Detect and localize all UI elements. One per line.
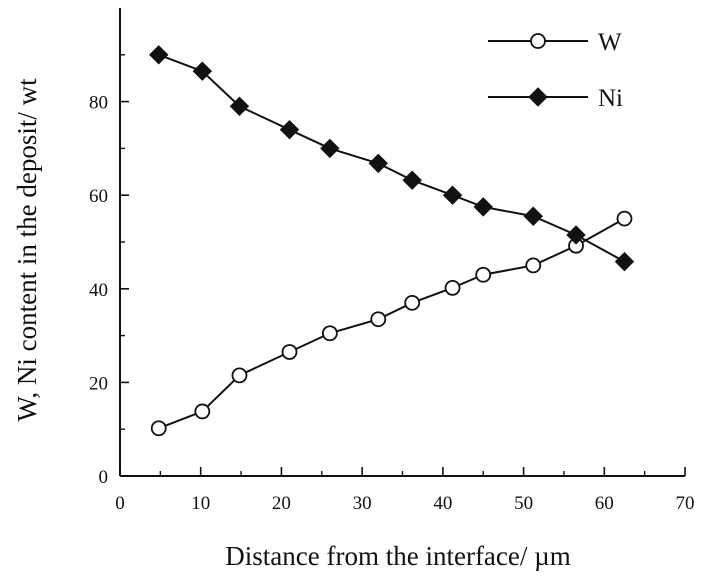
x-axis-title: Distance from the interface/ µm [225, 541, 570, 571]
data-point-w [404, 294, 421, 311]
x-tick-label: 40 [433, 493, 452, 514]
data-point-w [475, 266, 492, 283]
data-point-ni [442, 185, 463, 205]
data-point-w [281, 344, 298, 360]
y-tick-label: 60 [89, 186, 108, 207]
legend-marker-ni [528, 87, 548, 107]
legend-marker-w [530, 33, 546, 49]
data-point-w [150, 420, 167, 437]
tick-marks: 0 10 20 30 40 50 60 70 0 20 40 60 80 [89, 54, 695, 514]
series-line-ni [158, 53, 625, 263]
y-axis-title: W, Ni content in the deposit/ wt [12, 78, 42, 422]
data-point-ni [523, 206, 543, 226]
x-tick-label: 20 [272, 493, 291, 514]
y-tick-label: 20 [89, 373, 108, 394]
data-point-ni [149, 45, 169, 65]
y-tick-label: 0 [99, 467, 109, 488]
x-tick-label: 70 [676, 493, 695, 514]
legend: W Ni [488, 29, 623, 112]
data-point-w [525, 257, 542, 274]
data-point-ni [368, 153, 388, 174]
y-tick-label: 80 [89, 93, 108, 114]
x-tick-label: 10 [191, 493, 210, 514]
x-tick-label: 30 [353, 493, 372, 514]
series-line-w [158, 217, 625, 430]
data-point-ni [402, 170, 422, 190]
legend-label-w: W [598, 29, 622, 56]
data-point-w [231, 367, 248, 384]
data-point-ni [566, 225, 586, 245]
data-point-w [370, 311, 387, 328]
x-tick-label: 60 [595, 493, 614, 514]
series-layer [149, 45, 635, 437]
data-point-w [444, 279, 461, 296]
x-tick-label: 0 [115, 493, 125, 514]
data-point-ni [192, 61, 213, 81]
data-point-w [616, 210, 633, 227]
legend-label-ni: Ni [598, 85, 623, 112]
series-w [150, 210, 633, 437]
data-point-ni [320, 138, 340, 159]
data-point-ni [279, 119, 300, 140]
data-point-ni [614, 251, 635, 272]
y-tick-label: 40 [89, 280, 108, 301]
legend-item-ni: Ni [488, 85, 623, 112]
data-point-w [321, 325, 338, 342]
x-tick-label: 50 [514, 493, 533, 514]
legend-item-w: W [488, 29, 622, 56]
data-point-w [194, 403, 211, 420]
data-point-ni [473, 197, 493, 217]
data-point-ni [229, 96, 250, 116]
series-ni [149, 45, 635, 272]
